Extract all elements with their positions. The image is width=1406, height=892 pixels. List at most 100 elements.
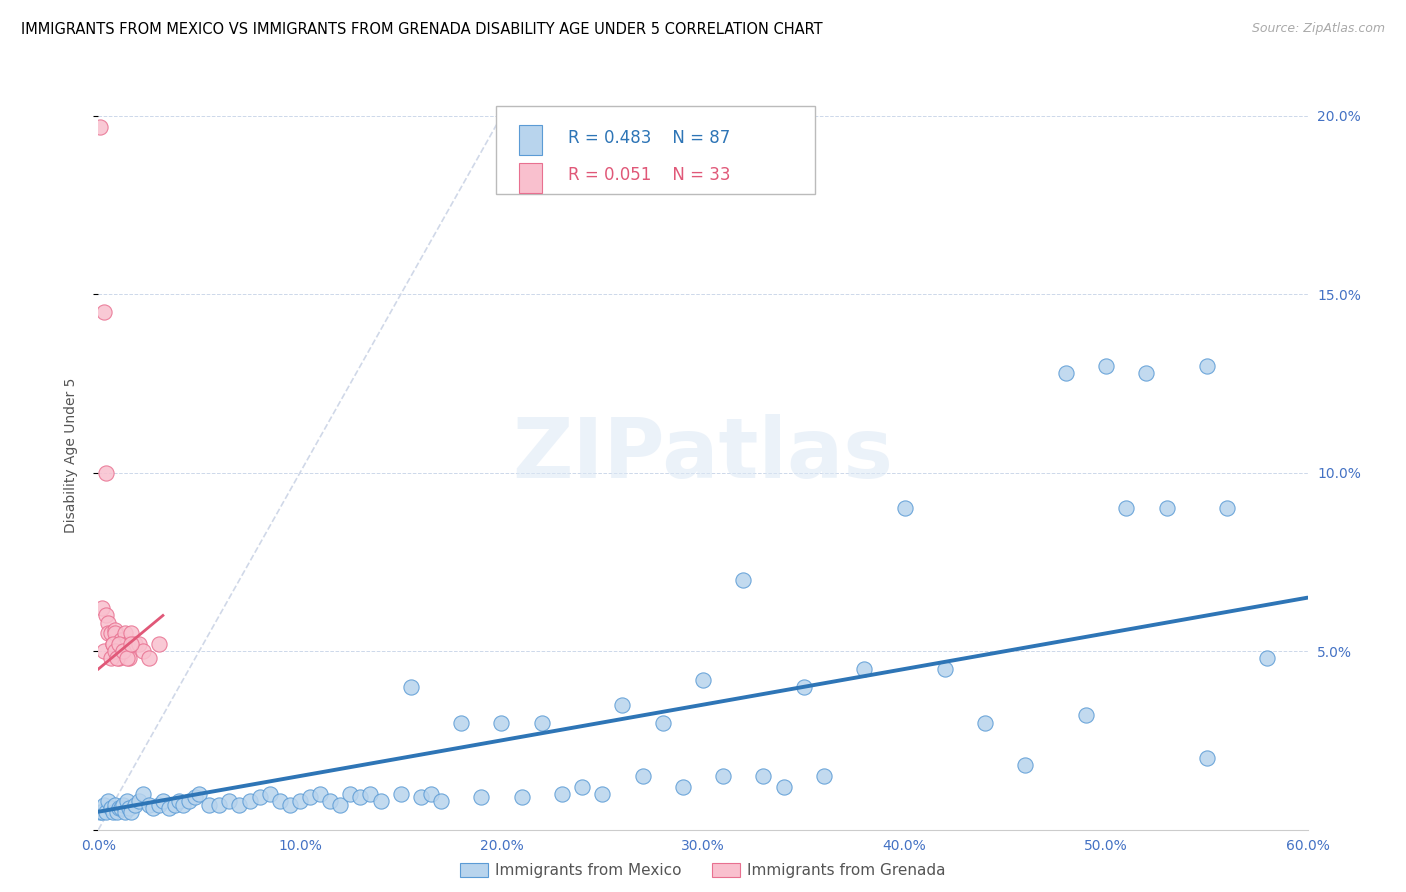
- Point: [1135, 366, 1157, 380]
- Point: [309, 787, 332, 801]
- Point: [105, 651, 128, 665]
- Point: [110, 801, 132, 815]
- Point: [470, 790, 492, 805]
- Point: [409, 790, 432, 805]
- Point: [118, 651, 141, 665]
- Point: [329, 797, 352, 812]
- Point: [105, 644, 128, 658]
- Point: [103, 644, 125, 658]
- Point: [198, 797, 221, 812]
- Point: [100, 626, 122, 640]
- Point: [152, 794, 174, 808]
- Point: [319, 794, 342, 808]
- Point: [450, 715, 472, 730]
- Point: [157, 801, 180, 815]
- Point: [103, 623, 125, 637]
- Point: [934, 662, 956, 676]
- Point: [138, 797, 160, 812]
- Point: [115, 794, 138, 808]
- Point: [551, 787, 574, 801]
- Text: ZIPatlas: ZIPatlas: [513, 415, 893, 495]
- Point: [430, 794, 453, 808]
- Y-axis label: Disability Age Under 5: Disability Age Under 5: [63, 377, 77, 533]
- Point: [101, 637, 124, 651]
- Point: [138, 651, 160, 665]
- Point: [105, 805, 128, 819]
- Point: [172, 797, 194, 812]
- Legend: Immigrants from Mexico, Immigrants from Grenada: Immigrants from Mexico, Immigrants from …: [454, 857, 952, 884]
- Point: [89, 805, 111, 819]
- Point: [91, 805, 114, 819]
- Point: [107, 801, 129, 815]
- Point: [853, 662, 876, 676]
- Point: [772, 780, 794, 794]
- Point: [124, 797, 146, 812]
- Point: [115, 651, 138, 665]
- Point: [120, 805, 142, 819]
- Point: [208, 797, 231, 812]
- Point: [1256, 651, 1278, 665]
- Text: Source: ZipAtlas.com: Source: ZipAtlas.com: [1251, 22, 1385, 36]
- Point: [339, 787, 361, 801]
- Point: [612, 698, 634, 712]
- Point: [124, 637, 146, 651]
- Point: [651, 715, 673, 730]
- Point: [103, 797, 125, 812]
- Point: [733, 573, 755, 587]
- Point: [114, 626, 136, 640]
- Text: R = 0.483    N = 87: R = 0.483 N = 87: [568, 129, 730, 147]
- Point: [101, 637, 124, 651]
- Point: [188, 787, 211, 801]
- Point: [128, 794, 150, 808]
- Point: [179, 794, 201, 808]
- Point: [93, 644, 115, 658]
- Point: [349, 790, 371, 805]
- Point: [1195, 359, 1218, 373]
- Point: [1156, 501, 1178, 516]
- Point: [530, 715, 553, 730]
- Point: [420, 787, 443, 801]
- Point: [103, 626, 125, 640]
- Point: [91, 601, 114, 615]
- Point: [115, 637, 138, 651]
- Point: [249, 790, 271, 805]
- Point: [813, 769, 835, 783]
- Text: IMMIGRANTS FROM MEXICO VS IMMIGRANTS FROM GRENADA DISABILITY AGE UNDER 5 CORRELA: IMMIGRANTS FROM MEXICO VS IMMIGRANTS FRO…: [21, 22, 823, 37]
- Point: [97, 615, 120, 630]
- Point: [269, 794, 291, 808]
- Point: [101, 805, 124, 819]
- Point: [793, 680, 815, 694]
- Point: [120, 626, 142, 640]
- Point: [128, 637, 150, 651]
- Point: [96, 466, 118, 480]
- Point: [510, 790, 533, 805]
- Point: [228, 797, 250, 812]
- Point: [110, 633, 132, 648]
- Point: [1095, 359, 1118, 373]
- Point: [163, 797, 186, 812]
- Point: [299, 790, 322, 805]
- Point: [97, 626, 120, 640]
- Point: [107, 651, 129, 665]
- Point: [218, 794, 240, 808]
- Point: [399, 680, 422, 694]
- Text: R = 0.051    N = 33: R = 0.051 N = 33: [568, 166, 731, 185]
- Point: [96, 608, 118, 623]
- Point: [259, 787, 281, 801]
- Point: [1074, 708, 1097, 723]
- Point: [692, 673, 714, 687]
- Point: [591, 787, 613, 801]
- Point: [893, 501, 915, 516]
- Point: [111, 644, 134, 658]
- Point: [239, 794, 262, 808]
- Point: [93, 797, 115, 812]
- Point: [752, 769, 775, 783]
- Point: [360, 787, 382, 801]
- Point: [148, 637, 170, 651]
- Point: [288, 794, 311, 808]
- Point: [672, 780, 695, 794]
- Point: [370, 794, 392, 808]
- Point: [118, 801, 141, 815]
- Point: [100, 651, 122, 665]
- Point: [93, 305, 115, 319]
